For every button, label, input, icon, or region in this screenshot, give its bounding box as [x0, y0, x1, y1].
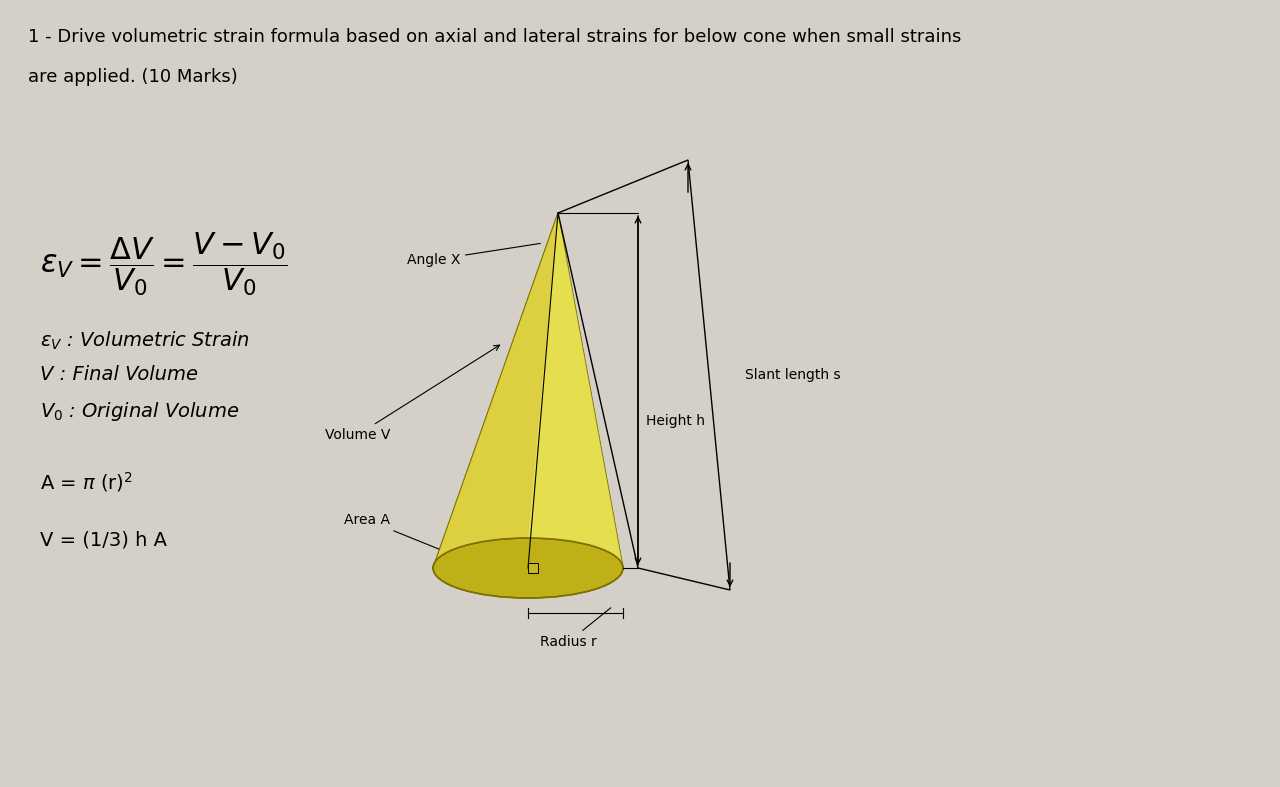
Polygon shape: [529, 213, 623, 568]
Polygon shape: [433, 213, 558, 577]
Polygon shape: [529, 563, 538, 573]
Text: Slant length s: Slant length s: [745, 368, 841, 382]
Ellipse shape: [433, 538, 623, 598]
Polygon shape: [433, 213, 623, 568]
Text: $V_0$ : Original Volume: $V_0$ : Original Volume: [40, 400, 239, 423]
Polygon shape: [529, 213, 623, 577]
Text: are applied. (10 Marks): are applied. (10 Marks): [28, 68, 238, 86]
Text: A = $\pi$ (r)$^2$: A = $\pi$ (r)$^2$: [40, 470, 133, 494]
Text: $\varepsilon_V$ : Volumetric Strain: $\varepsilon_V$ : Volumetric Strain: [40, 330, 250, 353]
Text: Volume V: Volume V: [325, 345, 499, 442]
Text: V : Final Volume: V : Final Volume: [40, 365, 198, 384]
Text: $\varepsilon_V = \dfrac{\Delta V}{V_0} = \dfrac{V - V_0}{V_0}$: $\varepsilon_V = \dfrac{\Delta V}{V_0} =…: [40, 230, 288, 297]
Text: Area A: Area A: [344, 513, 494, 572]
Text: Angle X: Angle X: [407, 243, 540, 267]
Text: Height h: Height h: [646, 413, 705, 427]
Text: Radius r: Radius r: [540, 608, 611, 649]
Text: 1 - Drive volumetric strain formula based on axial and lateral strains for below: 1 - Drive volumetric strain formula base…: [28, 28, 961, 46]
Text: V = (1/3) h A: V = (1/3) h A: [40, 530, 166, 549]
